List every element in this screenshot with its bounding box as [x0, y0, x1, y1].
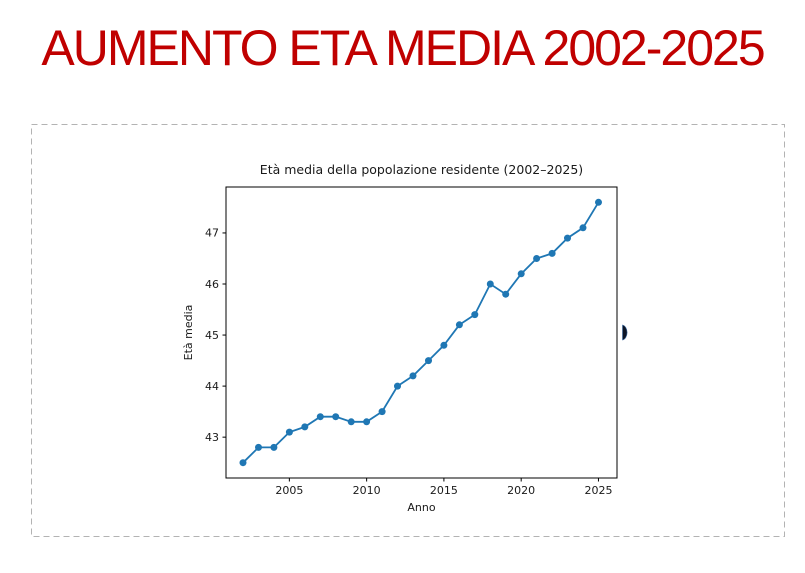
y-tick-label: 46: [205, 278, 219, 291]
chart-point: [517, 270, 525, 278]
chart-point: [347, 418, 355, 426]
chart-point: [409, 372, 417, 380]
x-axis-label: Anno: [407, 501, 435, 514]
placeholder-dashed-border: [31, 124, 785, 537]
chart-point: [471, 311, 479, 319]
chart-point: [533, 255, 541, 262]
chart-point: [239, 459, 247, 467]
chart-image[interactable]: 2005 2010 2015 2020 2025 43 44 45 46 47 Età media …: [175, 158, 655, 520]
chart-point: [595, 198, 602, 206]
plot-area: [225, 186, 618, 479]
y-tick-label: 47: [205, 227, 219, 240]
y-tick-label: 45: [205, 329, 219, 342]
y-tick-label: 43: [205, 431, 219, 444]
content-placeholder[interactable]: [31, 124, 785, 538]
y-axis-label: Età media: [182, 305, 195, 361]
chart-point: [548, 249, 556, 257]
chart-point: [316, 413, 324, 421]
chart-point: [301, 423, 309, 431]
chart-point: [440, 341, 448, 349]
chart-point: [564, 234, 571, 242]
chart-point: [255, 443, 262, 451]
x-tick-label: 2020: [507, 484, 535, 497]
clipped-object-shape: [622, 324, 628, 341]
chart-point: [378, 408, 386, 416]
chart-point: [486, 280, 494, 288]
x-tick-label: 2005: [275, 484, 303, 497]
chart-point: [502, 290, 510, 298]
chart-point: [285, 428, 293, 436]
chart-point: [332, 413, 340, 421]
chart-point: [270, 443, 278, 451]
chart-point: [363, 418, 371, 426]
x-tick-label: 2015: [430, 484, 458, 497]
line-chart: 2005 2010 2015 2020 2025 43 44 45 46 47 Età media …: [182, 162, 628, 514]
x-tick-label: 2010: [353, 484, 381, 497]
slide-title[interactable]: AUMENTO ETA MEDIA 2002-2025: [41, 20, 765, 76]
x-tick-label: 2025: [584, 484, 612, 497]
chart-point: [455, 321, 463, 329]
chart-title: Età media della popolazione residente (2…: [260, 162, 583, 177]
chart-point: [579, 224, 587, 232]
chart-point: [394, 382, 401, 390]
chart-point: [425, 357, 432, 365]
y-tick-label: 44: [205, 380, 219, 393]
